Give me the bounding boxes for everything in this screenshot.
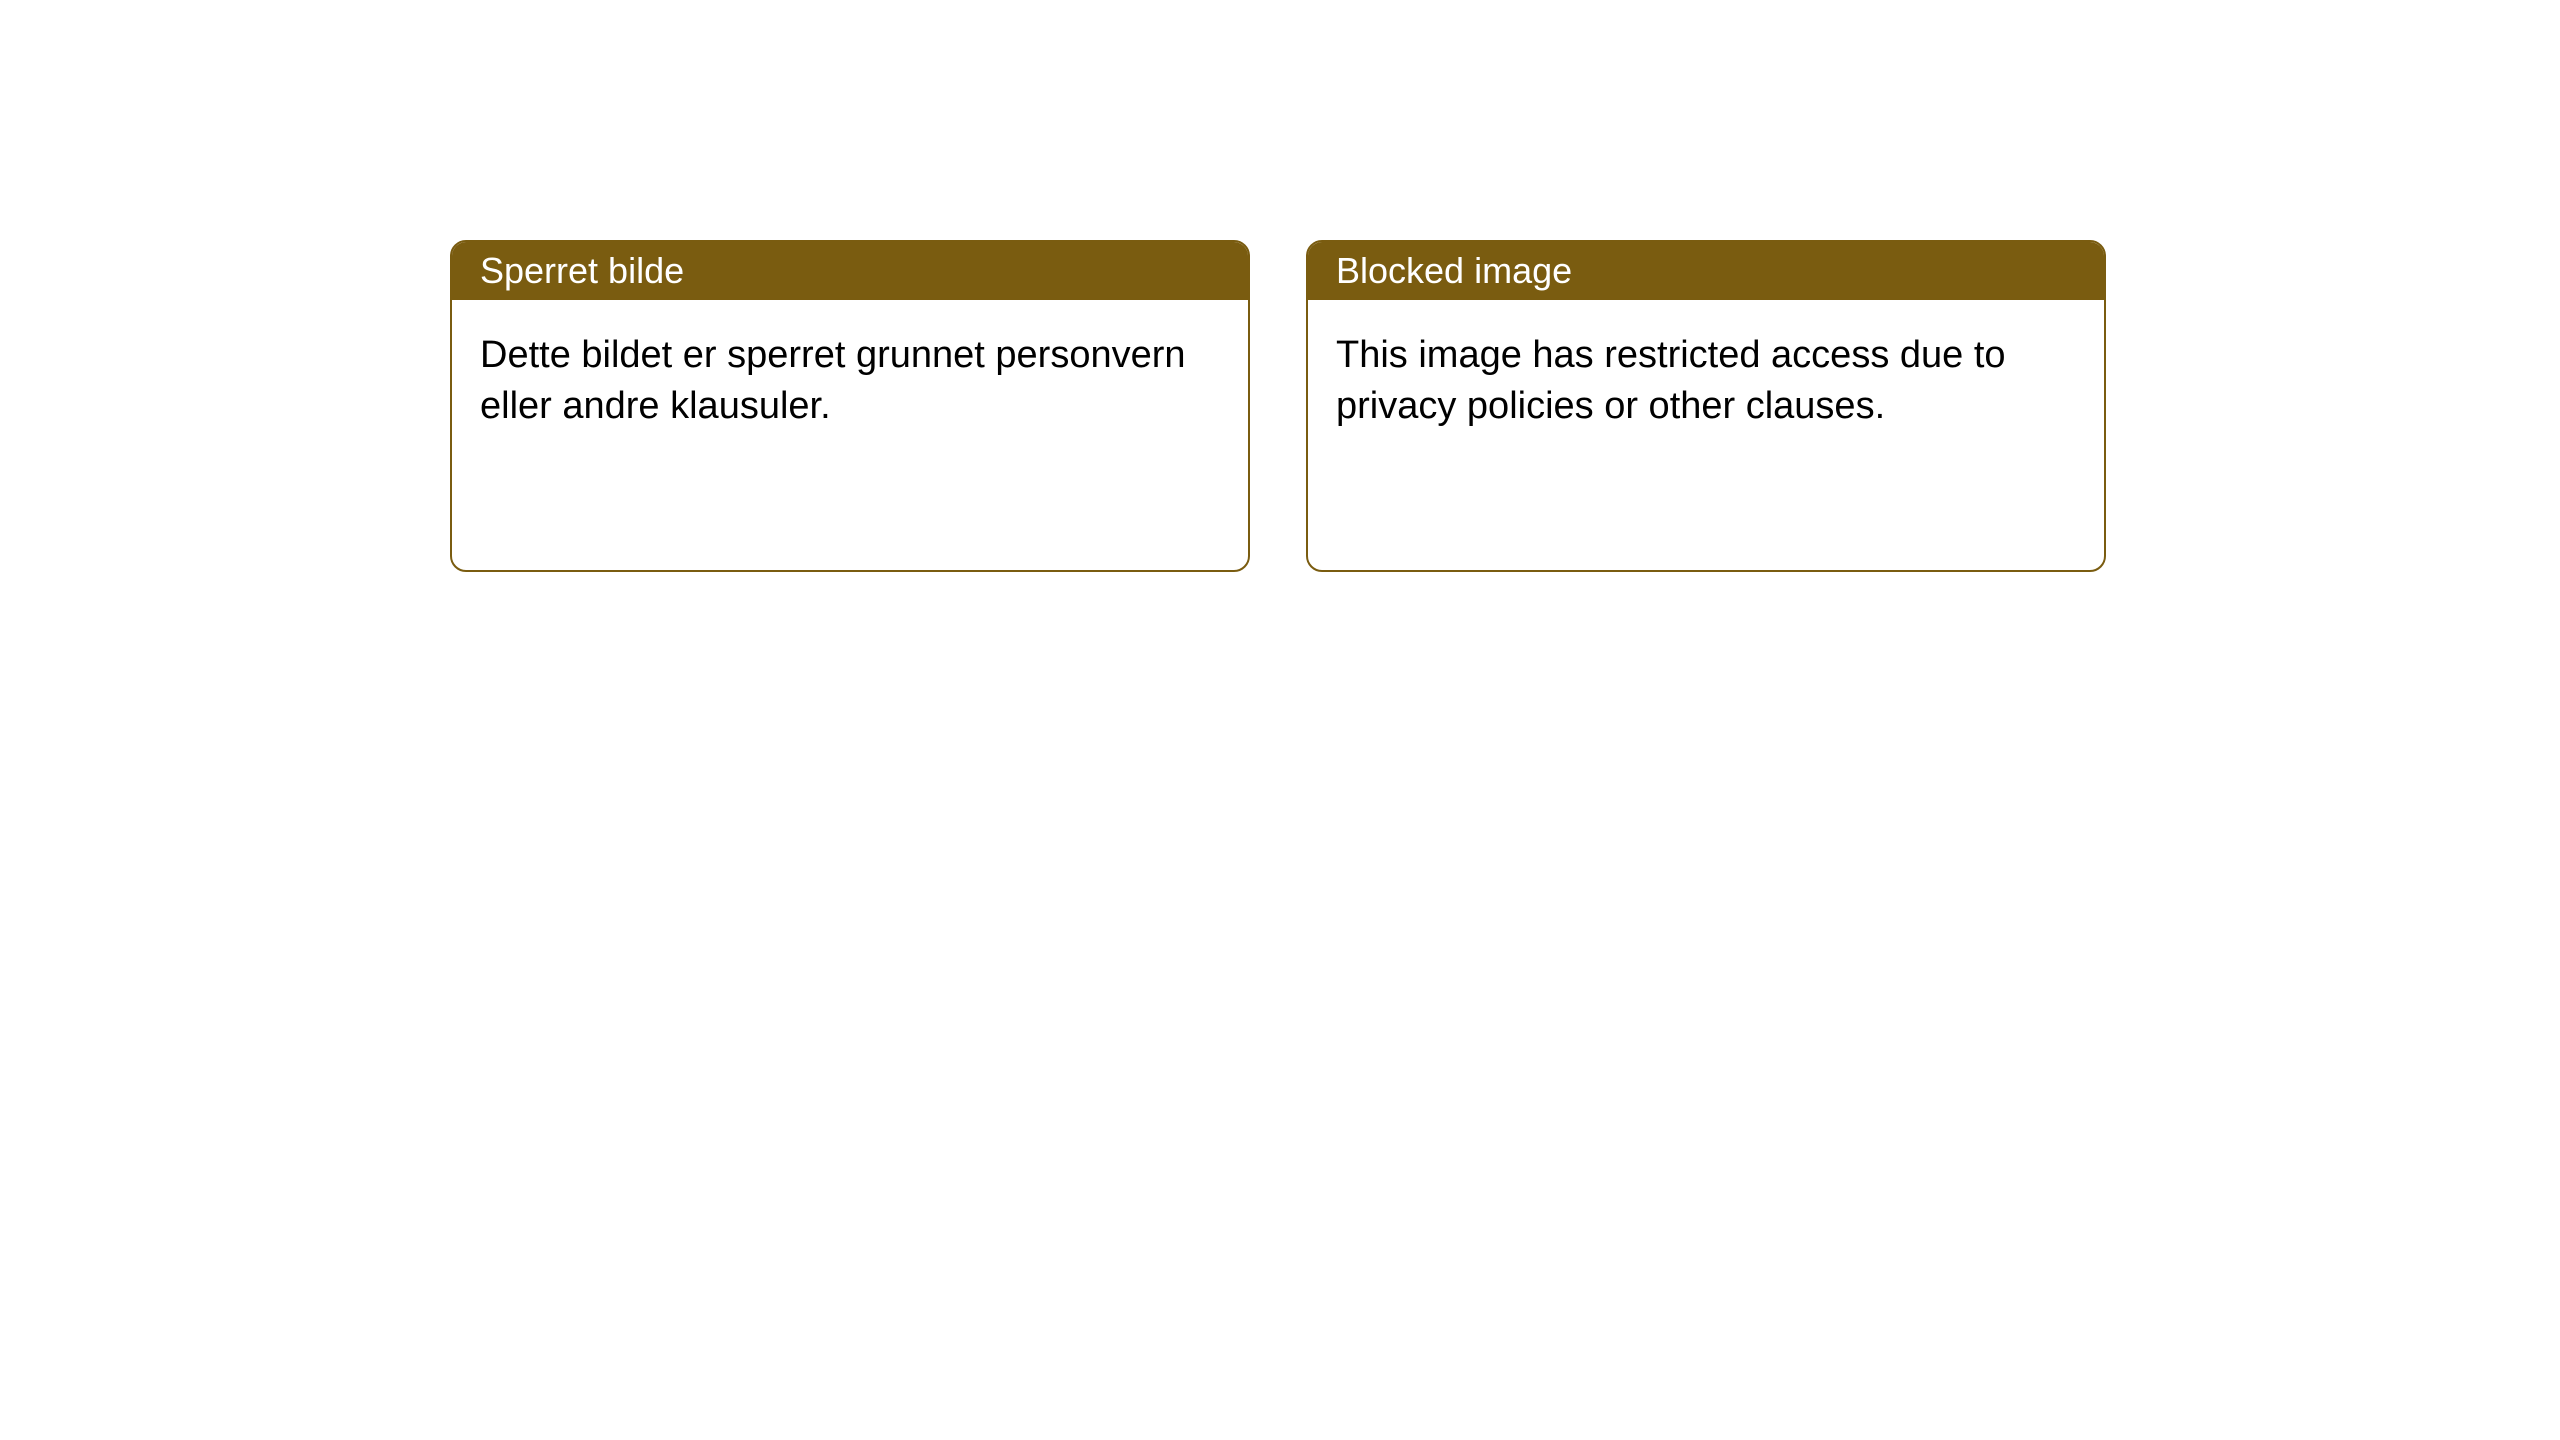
card-body-en: This image has restricted access due to … <box>1308 300 2104 570</box>
card-header-en: Blocked image <box>1308 242 2104 300</box>
card-message-en: This image has restricted access due to … <box>1336 334 2006 427</box>
card-title-no: Sperret bilde <box>480 250 684 291</box>
blocked-image-card-no: Sperret bilde Dette bildet er sperret gr… <box>450 240 1250 572</box>
notice-cards-container: Sperret bilde Dette bildet er sperret gr… <box>450 240 2106 572</box>
blocked-image-card-en: Blocked image This image has restricted … <box>1306 240 2106 572</box>
card-message-no: Dette bildet er sperret grunnet personve… <box>480 334 1186 427</box>
card-header-no: Sperret bilde <box>452 242 1248 300</box>
card-title-en: Blocked image <box>1336 250 1572 291</box>
card-body-no: Dette bildet er sperret grunnet personve… <box>452 300 1248 570</box>
